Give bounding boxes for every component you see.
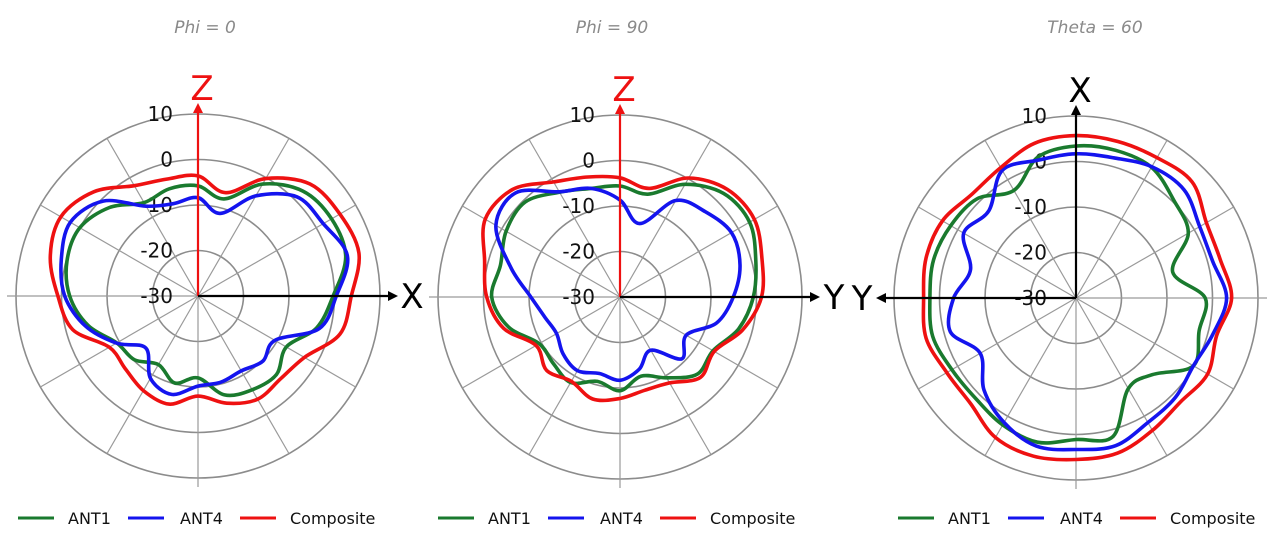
legend-label: ANT4 — [1060, 509, 1103, 528]
grid-spoke — [528, 139, 621, 298]
legend-label: Composite — [290, 509, 375, 528]
r-tick-label: 0 — [582, 149, 595, 173]
r-tick-label: -30 — [562, 285, 595, 309]
grid-spoke — [619, 139, 712, 298]
arrowhead-icon — [388, 291, 398, 301]
grid-spoke — [918, 297, 1077, 390]
legend-item-composite: Composite — [1120, 509, 1255, 528]
grid-spoke — [619, 296, 712, 455]
legend-item-composite: Composite — [240, 509, 375, 528]
series-curve-composite — [481, 174, 766, 403]
legend-item-ant4: ANT4 — [128, 509, 223, 528]
grid-spoke — [462, 296, 621, 389]
grid-spoke — [197, 295, 290, 454]
arrowhead-icon — [193, 103, 203, 113]
axis-label-side: X — [400, 277, 423, 317]
legend-item-composite: Composite — [660, 509, 795, 528]
grid-spoke — [619, 296, 778, 389]
polar-plot-2: Phi = 90 10 0 -10 -20 -30 Z Y ANT1 ANT4 Composite — [429, 18, 845, 528]
series-curve-ant4 — [946, 151, 1229, 452]
axis-label-side: Y — [851, 279, 873, 319]
plot-title: Phi = 90 — [576, 18, 648, 38]
legend-label: Composite — [710, 509, 795, 528]
axis-label-up: Z — [612, 70, 635, 110]
legend-item-ant4: ANT4 — [548, 509, 643, 528]
legend-item-ant4: ANT4 — [1008, 509, 1103, 528]
arrowhead-icon — [810, 292, 820, 302]
grid-spoke — [197, 295, 356, 388]
legend-label: Composite — [1170, 509, 1255, 528]
r-tick-label: -20 — [140, 239, 173, 263]
axis-label-up: Z — [190, 69, 213, 109]
grid-spoke — [40, 295, 199, 388]
arrowhead-icon — [615, 104, 625, 114]
r-tick-label: 10 — [148, 102, 173, 126]
plot-title: Theta = 60 — [1047, 18, 1142, 38]
r-tick-label: 10 — [570, 103, 595, 127]
axis-label-up: X — [1068, 71, 1091, 111]
series-curve-ant1 — [927, 143, 1209, 445]
legend-label: ANT1 — [68, 509, 111, 528]
grid-spoke — [918, 206, 1077, 299]
grid-spoke — [197, 138, 290, 297]
r-tick-label: 0 — [160, 148, 173, 172]
legend-item-ant1: ANT1 — [18, 509, 111, 528]
r-tick-label: 10 — [1022, 104, 1047, 128]
series-curve-composite — [921, 133, 1234, 462]
grid-spoke — [1075, 140, 1168, 299]
legend-item-ant1: ANT1 — [438, 509, 531, 528]
arrowhead-icon — [876, 293, 886, 303]
series-curve-ant4 — [494, 186, 742, 383]
legend-label: ANT1 — [948, 509, 991, 528]
r-tick-label: -20 — [562, 240, 595, 264]
r-tick-label: -10 — [1014, 195, 1047, 219]
r-tick-label: -10 — [562, 194, 595, 218]
grid-spoke — [106, 295, 199, 454]
r-tick-label: -20 — [1014, 241, 1047, 265]
plot-title: Phi = 0 — [174, 18, 236, 38]
grid-spoke — [40, 204, 199, 297]
grid-spoke — [462, 205, 621, 298]
legend-label: ANT4 — [180, 509, 223, 528]
arrowhead-icon — [1071, 105, 1081, 115]
axis-label-side: Y — [823, 278, 845, 318]
grid-spoke — [619, 205, 778, 298]
grid-spoke — [528, 296, 621, 455]
series-curve-composite — [48, 173, 362, 406]
series-curve-ant4 — [59, 191, 350, 397]
series-curve-ant1 — [489, 182, 758, 393]
series-curve-ant1 — [64, 181, 348, 398]
r-tick-label: -30 — [140, 284, 173, 308]
grid-spoke — [984, 297, 1077, 456]
legend-label: ANT1 — [488, 509, 531, 528]
grid-spoke — [197, 204, 356, 297]
legend-label: ANT4 — [600, 509, 643, 528]
grid-spoke — [106, 138, 199, 297]
grid-spoke — [1075, 297, 1168, 456]
legend-item-ant1: ANT1 — [898, 509, 991, 528]
